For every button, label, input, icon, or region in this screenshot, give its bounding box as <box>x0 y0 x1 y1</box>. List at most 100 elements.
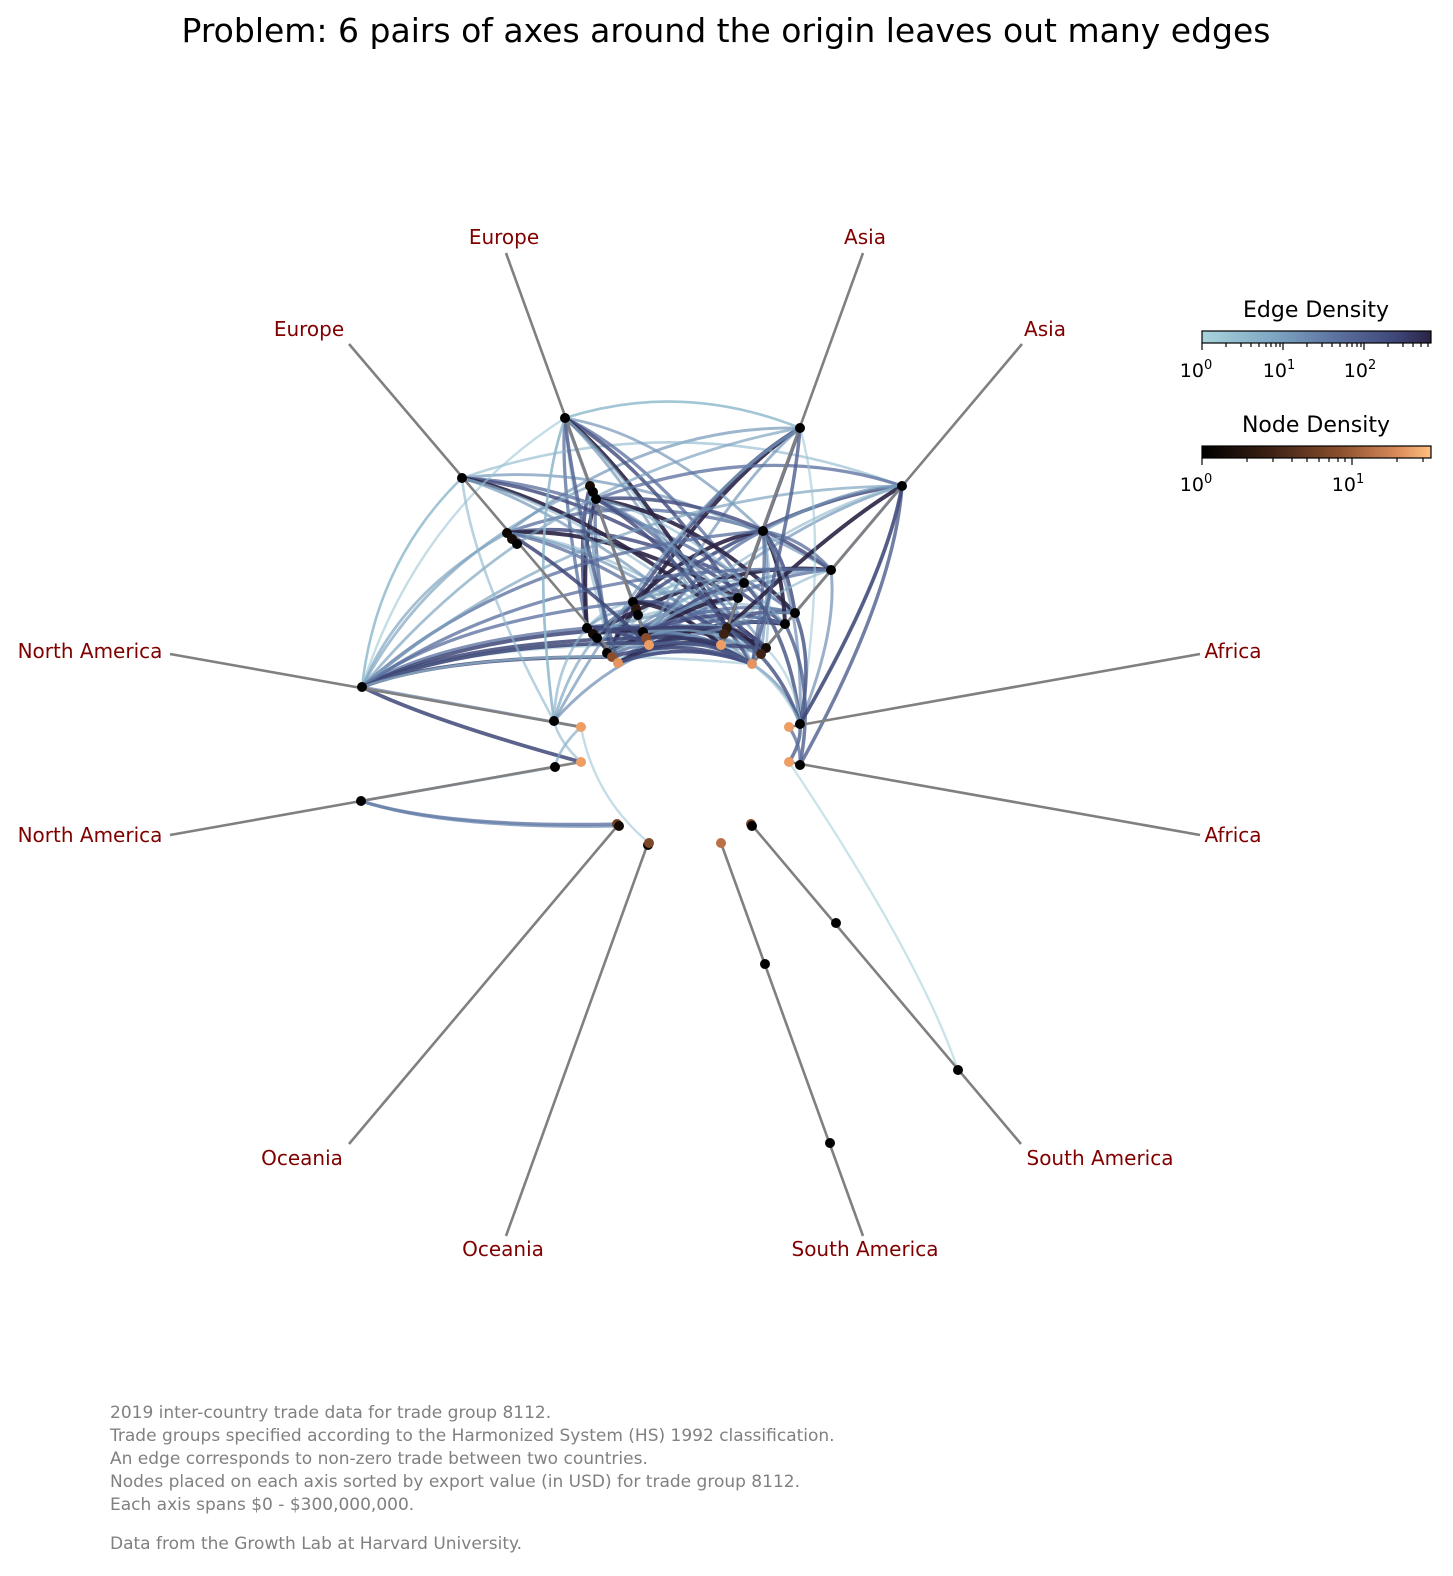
edge <box>563 416 620 665</box>
axis-label-south-america-2: South America <box>1027 1146 1174 1170</box>
axes-layer <box>169 252 1201 1237</box>
node <box>592 633 602 643</box>
edge <box>725 626 802 726</box>
axis-line-europe-1 <box>348 343 619 661</box>
node <box>825 1138 835 1148</box>
node-density-tick-1: 101 <box>1332 472 1364 496</box>
node <box>457 473 467 483</box>
edge <box>725 484 904 630</box>
edge <box>594 463 904 501</box>
node-density-title: Node Density <box>1242 413 1390 438</box>
node <box>614 821 624 831</box>
edge <box>360 655 754 689</box>
axis-line-africa-1 <box>788 652 1201 729</box>
axis-label-south-america-1: South America <box>792 1237 939 1261</box>
edge <box>359 799 621 828</box>
edges-layer <box>359 400 960 1072</box>
node <box>758 526 768 536</box>
edge <box>563 400 802 430</box>
footnote-line-5: Each axis spans $0 - $300,000,000. <box>110 1495 414 1515</box>
edge <box>360 625 729 689</box>
edge <box>360 685 583 764</box>
edge <box>360 484 904 689</box>
node <box>897 481 907 491</box>
axis-label-oceania-1: Oceania <box>261 1146 343 1170</box>
node <box>747 821 757 831</box>
node <box>756 649 766 659</box>
node <box>795 423 805 433</box>
node <box>512 539 522 549</box>
node <box>644 640 654 650</box>
edge <box>460 441 904 488</box>
chart-title: Problem: 6 pairs of axes around the orig… <box>182 11 1271 50</box>
edge <box>798 484 904 726</box>
edge-density-tick-1: 101 <box>1263 358 1295 382</box>
axis-label-asia-2: Asia <box>1024 317 1066 341</box>
edge-density-gradient <box>1201 330 1432 344</box>
node <box>549 716 559 726</box>
node <box>747 659 757 669</box>
node <box>784 757 794 767</box>
edge <box>764 646 802 726</box>
node <box>644 838 654 848</box>
node <box>784 722 794 732</box>
edge <box>787 760 960 1072</box>
node <box>953 1065 963 1075</box>
edge <box>563 416 740 600</box>
edge <box>563 416 746 585</box>
edge <box>360 476 464 689</box>
edge <box>552 426 802 723</box>
node <box>760 959 770 969</box>
node <box>357 682 367 692</box>
node <box>633 610 643 620</box>
edge-density-tick-0: 100 <box>1180 358 1212 382</box>
edge <box>552 626 589 723</box>
edge-density-title: Edge Density <box>1243 298 1389 323</box>
edge <box>783 622 807 767</box>
node <box>560 413 570 423</box>
edge <box>750 426 802 666</box>
node <box>576 722 586 732</box>
axis-label-africa-1: Africa <box>1204 639 1261 663</box>
edge <box>562 416 589 630</box>
node <box>795 719 805 729</box>
axis-label-oceania-2: Oceania <box>462 1237 544 1261</box>
footnote-line-1: 2019 inter-country trade data for trade … <box>110 1403 551 1423</box>
node <box>550 762 560 772</box>
axis-labels: Europe Europe Asia Asia North America No… <box>18 225 1262 1261</box>
node <box>716 838 726 848</box>
edge <box>460 476 787 626</box>
edge <box>793 611 808 726</box>
edge <box>798 568 834 726</box>
node <box>790 608 800 618</box>
axis-line-oceania-2 <box>504 842 650 1237</box>
node <box>795 760 805 770</box>
edge-density-colorbar: Edge Density 100 101 102 <box>1180 298 1432 382</box>
axis-line-north-america-2 <box>169 760 582 837</box>
node <box>716 640 726 650</box>
footnote-line-7: Data from the Growth Lab at Harvard Univ… <box>110 1534 522 1554</box>
node-density-tick-0: 100 <box>1180 472 1212 496</box>
axis-label-north-america-1: North America <box>18 639 163 663</box>
edge-density-tick-2: 102 <box>1344 358 1376 382</box>
node-density-gradient <box>1201 445 1432 459</box>
edge <box>360 567 833 689</box>
edge <box>616 649 754 666</box>
edge <box>594 496 833 572</box>
node <box>780 619 790 629</box>
axis-label-africa-2: Africa <box>1204 823 1261 847</box>
node <box>826 565 836 575</box>
node <box>831 918 841 928</box>
axis-line-south-america-2 <box>750 823 1022 1145</box>
edge <box>579 725 651 845</box>
edge <box>541 416 567 723</box>
node-density-colorbar: Node Density 100 101 <box>1180 413 1432 496</box>
footnote-line-3: An edge corresponds to non-zero trade be… <box>110 1449 648 1469</box>
footnote-line-4: Nodes placed on each axis sorted by expo… <box>110 1472 800 1492</box>
node <box>356 796 366 806</box>
node <box>719 629 729 639</box>
axis-label-asia-1: Asia <box>844 225 886 249</box>
axis-line-europe-2 <box>504 252 650 646</box>
edge <box>460 476 556 723</box>
